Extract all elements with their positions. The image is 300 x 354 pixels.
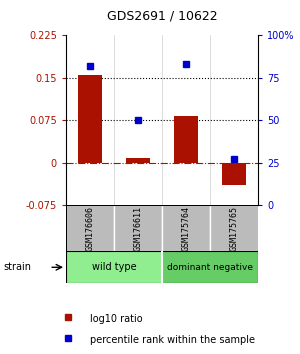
Text: GDS2691 / 10622: GDS2691 / 10622	[107, 10, 217, 22]
Bar	[162, 205, 210, 251]
Text: GSM176611: GSM176611	[134, 206, 142, 251]
Text: log10 ratio: log10 ratio	[90, 314, 142, 324]
Bar	[210, 205, 258, 251]
Bar	[174, 116, 198, 163]
Text: wild type: wild type	[92, 262, 136, 272]
Text: dominant negative: dominant negative	[167, 263, 253, 272]
Bar	[78, 75, 102, 163]
Bar	[222, 163, 246, 185]
Text: percentile rank within the sample: percentile rank within the sample	[90, 335, 255, 345]
Text: GSM175764: GSM175764	[182, 206, 190, 251]
Text: strain: strain	[3, 262, 31, 272]
Bar	[126, 158, 150, 163]
Text: GSM176606: GSM176606	[85, 206, 94, 251]
Text: GSM175765: GSM175765	[230, 206, 238, 251]
Bar	[114, 205, 162, 251]
Bar	[66, 251, 162, 283]
Bar	[162, 251, 258, 283]
Bar	[66, 205, 114, 251]
